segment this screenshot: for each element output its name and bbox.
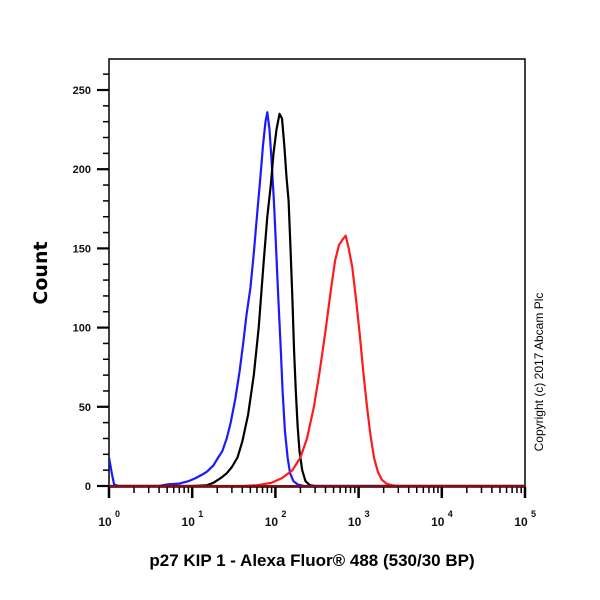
series-layer — [109, 111, 525, 488]
y-tick-label: 150 — [73, 243, 91, 255]
histogram-series — [109, 111, 525, 488]
x-tick-label: 102 — [265, 509, 287, 529]
x-tick-label: 101 — [182, 509, 204, 529]
svg-text:1: 1 — [198, 509, 203, 519]
y-axis-label: Count — [30, 241, 52, 304]
histogram-series — [109, 112, 525, 488]
svg-text:10: 10 — [265, 515, 279, 529]
y-tick-label: 200 — [73, 164, 91, 176]
y-tick-label: 250 — [73, 85, 91, 97]
x-tick-label: 104 — [431, 509, 453, 529]
svg-text:0: 0 — [115, 509, 120, 519]
svg-text:3: 3 — [365, 509, 370, 519]
histogram-series — [109, 234, 525, 488]
svg-text:2: 2 — [281, 509, 286, 519]
x-tick-label: 105 — [514, 509, 536, 529]
y-tick-label: 50 — [79, 402, 91, 414]
svg-text:5: 5 — [531, 509, 536, 519]
x-axis-label: p27 KIP 1 - Alexa Fluor® 488 (530/30 BP) — [149, 551, 474, 570]
svg-text:10: 10 — [514, 515, 528, 529]
y-axis: 0 50 100 150 200 250 — [73, 73, 109, 493]
x-tick-label: 100 — [98, 509, 120, 529]
copyright-annotation: Copyright (c) 2017 Abcam Plc — [532, 293, 546, 452]
y-tick-label: 100 — [73, 323, 91, 335]
svg-text:10: 10 — [98, 515, 112, 529]
svg-text:10: 10 — [348, 515, 362, 529]
plot-frame — [108, 58, 526, 488]
x-tick-label: 103 — [348, 509, 370, 529]
svg-text:4: 4 — [448, 509, 453, 519]
y-tick-label: 0 — [85, 481, 91, 493]
svg-text:10: 10 — [182, 515, 196, 529]
svg-text:10: 10 — [431, 515, 445, 529]
